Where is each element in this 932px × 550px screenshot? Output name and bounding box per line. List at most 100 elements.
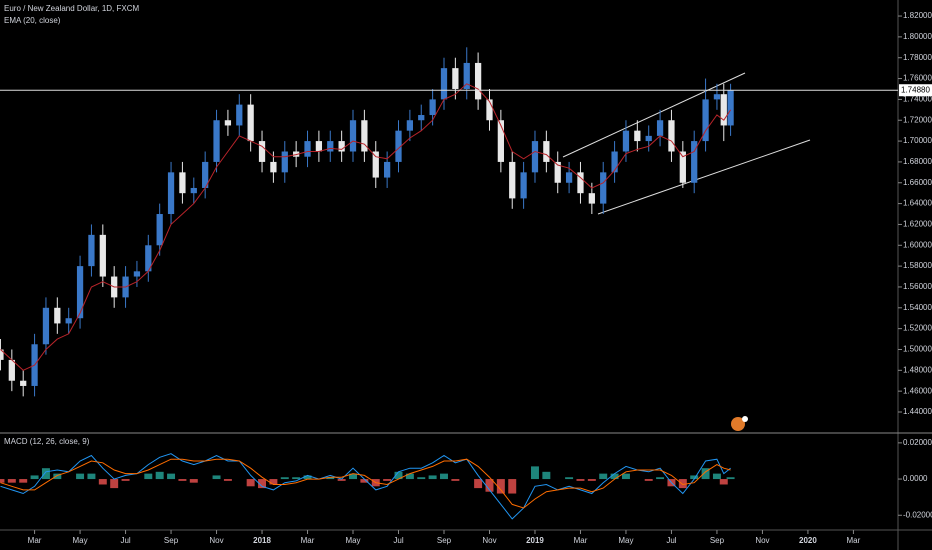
histogram-bar: [292, 477, 301, 480]
x-tick-label: Sep: [437, 536, 452, 545]
candle-body: [634, 130, 641, 142]
histogram-bar: [485, 479, 494, 492]
histogram-bar: [701, 468, 710, 480]
candle-body: [497, 120, 504, 162]
candle-body: [338, 141, 345, 152]
candle-body: [304, 141, 311, 157]
y-tick-label: 1.74000: [903, 95, 932, 104]
histogram-bar: [41, 468, 50, 480]
ema-legend: EMA (20, close): [4, 16, 61, 25]
candle-body: [577, 172, 584, 194]
histogram-bar: [19, 479, 28, 483]
candle-body: [202, 161, 209, 188]
histogram-bar: [565, 477, 574, 480]
y-tick-label: 1.62000: [903, 220, 932, 229]
x-tick-label: Nov: [755, 536, 769, 545]
candle-body: [54, 307, 61, 324]
candle-body: [474, 62, 482, 100]
candle-body: [0, 349, 4, 360]
histogram-bar: [508, 479, 517, 494]
histogram-bar: [656, 477, 665, 480]
x-tick-label: 2019: [526, 536, 544, 545]
histogram-bar: [30, 475, 39, 480]
candle-body: [565, 172, 573, 183]
logo-icon: [731, 417, 745, 431]
y-tick-label: 1.70000: [903, 136, 932, 145]
y-tick-label: 1.72000: [903, 115, 932, 124]
y-tick-label: 1.68000: [903, 157, 932, 166]
signal-line: [0, 458, 731, 509]
y-tick-label: 1.60000: [903, 240, 932, 249]
histogram-bar: [0, 479, 5, 483]
histogram-bar: [474, 479, 483, 489]
histogram-bar: [189, 479, 198, 483]
histogram-bar: [337, 479, 346, 481]
candle-body: [486, 99, 493, 121]
candle-body: [42, 307, 50, 345]
x-tick-label: Jul: [393, 536, 403, 545]
histogram-bar: [98, 479, 107, 485]
candle-body: [179, 172, 186, 194]
y-tick-label: 1.76000: [903, 74, 932, 83]
candle-body: [520, 172, 527, 199]
histogram-bar: [440, 473, 448, 480]
y-tick-label: 1.54000: [903, 303, 932, 312]
candle-body: [156, 214, 163, 246]
histogram-bar: [712, 473, 721, 480]
candle-body: [88, 234, 95, 267]
candle-body: [452, 68, 459, 89]
candle-body: [713, 94, 721, 100]
histogram-bar: [621, 473, 630, 480]
x-tick-label: May: [618, 536, 633, 545]
candle-body: [611, 151, 618, 173]
x-tick-label: Nov: [209, 536, 223, 545]
histogram-bar: [155, 471, 164, 480]
candle-body: [236, 104, 243, 126]
candle-body: [167, 172, 175, 215]
x-tick-label: Mar: [301, 536, 315, 545]
histogram-bar: [451, 479, 460, 481]
histogram-bar: [587, 479, 596, 481]
x-tick-label: Jul: [120, 536, 130, 545]
y-tick-label: 1.56000: [903, 282, 932, 291]
candle-body: [720, 94, 727, 126]
candle-body: [224, 120, 232, 126]
candle-body: [554, 161, 561, 183]
candle-body: [679, 151, 686, 183]
y-tick-label: 1.44000: [903, 407, 932, 416]
histogram-bar: [269, 479, 278, 485]
histogram-bar: [542, 471, 551, 480]
candle-body: [406, 120, 414, 131]
macd-line: [0, 453, 731, 520]
x-tick-label: Sep: [164, 536, 179, 545]
candle-body: [429, 99, 436, 116]
candle-body: [190, 187, 197, 194]
y-tick-label: 1.50000: [903, 345, 932, 354]
x-tick-label: Sep: [710, 536, 725, 545]
histogram-bar: [719, 479, 728, 485]
histogram-bar: [87, 473, 96, 480]
histogram-bar: [280, 477, 289, 480]
macd-title: MACD (12, 26, close, 9): [4, 437, 90, 446]
histogram-bar: [110, 479, 119, 489]
histogram-bar: [360, 479, 369, 483]
y-tick-label: 1.80000: [903, 32, 932, 41]
histogram-bar: [726, 477, 735, 480]
histogram-bar: [496, 479, 505, 494]
histogram-bar: [349, 473, 357, 480]
histogram-bar: [405, 473, 414, 480]
histogram-bar: [530, 466, 539, 480]
logo-badge: [742, 416, 748, 422]
histogram-bar: [167, 473, 176, 480]
candle-body: [281, 151, 288, 173]
candle-body: [270, 161, 277, 173]
histogram-bar: [428, 475, 437, 480]
candle-body: [247, 104, 254, 142]
histogram-bar: [610, 473, 619, 480]
x-tick-label: 2018: [253, 536, 271, 545]
histogram-bar: [417, 477, 426, 480]
price-label: 1.74880: [901, 85, 930, 94]
y-tick-label: 1.78000: [903, 53, 932, 62]
y-tick-label: 0.0000: [903, 474, 928, 483]
